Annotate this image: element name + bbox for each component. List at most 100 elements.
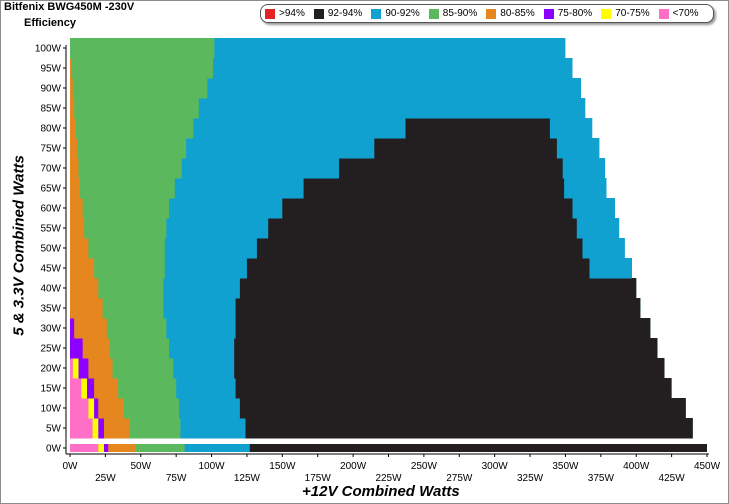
heat-cell-80-85 [70, 318, 107, 339]
x-tick-label: 75W [166, 473, 187, 484]
x-tick-label: 325W [517, 473, 544, 484]
y-tick-label: 100W [35, 44, 62, 55]
heat-cell-92-94 [282, 198, 573, 219]
heat-cell-80-85 [70, 258, 95, 279]
x-tick-label: 175W [305, 473, 332, 484]
heat-cell-80-85 [70, 298, 103, 319]
x-tick-label: 25W [95, 473, 116, 484]
x-tick-label: 0W [63, 461, 79, 472]
heat-cell-90-92 [70, 98, 586, 119]
x-tick-label: 275W [446, 473, 473, 484]
chart-title: Bitfenix BWG450M -230V [4, 1, 135, 13]
legend-swatch [601, 8, 612, 19]
heat-cell-92-94 [405, 118, 550, 139]
heat-cell-80-85 [70, 158, 79, 179]
x-tick-label: 200W [340, 461, 367, 472]
heat-cell-lt70 [70, 444, 99, 452]
x-tick-label: 50W [130, 461, 151, 472]
legend-label: 75-80% [557, 8, 593, 19]
legend-label: 92-94% [327, 8, 363, 19]
heat-cell-80-85 [70, 98, 75, 119]
x-tick-label: 225W [375, 473, 402, 484]
legend-swatch [543, 8, 554, 19]
legend-swatch [486, 8, 497, 19]
y-tick-label: 30W [40, 324, 61, 335]
heat-cell-80-85 [70, 78, 73, 99]
x-tick-label: 400W [623, 461, 650, 472]
y-tick-label: 0W [46, 444, 62, 455]
y-tick-label: 20W [40, 364, 61, 375]
y-tick-label: 95W [40, 64, 61, 75]
heat-cell-92-94 [249, 444, 708, 452]
heat-cell-75-80 [70, 318, 75, 339]
legend-label: <70% [672, 8, 699, 19]
legend-item: 70-75% [601, 8, 650, 19]
legend-item: 80-85% [486, 8, 535, 19]
chart-subtitle: Efficiency [24, 17, 76, 29]
legend-label: 80-85% [500, 8, 535, 19]
heat-cell-85-90 [70, 98, 199, 119]
y-tick-label: 35W [40, 304, 61, 315]
legend-item: <70% [658, 8, 699, 19]
heat-cell-92-94 [235, 318, 651, 339]
heat-cell-80-85 [70, 178, 80, 199]
y-tick-label: 80W [40, 124, 61, 135]
legend-label: 85-90% [442, 8, 478, 19]
heat-peak-92-94 [388, 124, 446, 180]
heat-cell-80-85 [70, 198, 83, 219]
legend-item: 85-90% [428, 8, 478, 19]
y-tick-label: 50W [40, 244, 61, 255]
x-tick-label: 125W [234, 473, 261, 484]
heat-cell-85-90 [70, 158, 182, 179]
heat-cell-lt70 [70, 378, 82, 399]
x-tick-label: 100W [198, 461, 225, 472]
x-tick-label: 425W [659, 473, 686, 484]
heat-cell-80-85 [70, 118, 76, 139]
y-axis-title: 5 & 3.3V Combined Watts [10, 155, 28, 336]
heat-cell-92-94 [339, 158, 563, 179]
legend-item: 92-94% [313, 8, 363, 19]
heat-cell-92-94 [303, 178, 565, 199]
y-tick-label: 10W [40, 404, 61, 415]
heat-cell-85-90 [70, 118, 194, 139]
heat-cell-80-85 [70, 58, 72, 79]
y-tick-label: 40W [40, 284, 61, 295]
heat-cell-92-94 [374, 138, 557, 159]
x-tick-label: 300W [482, 461, 509, 472]
legend-swatch [428, 8, 439, 19]
x-tick-label: 350W [552, 461, 579, 472]
heat-cell-70-75 [70, 358, 79, 379]
heat-cell-92-94 [256, 238, 583, 259]
heat-cell-85-90 [70, 238, 165, 259]
heat-cell-92-94 [245, 418, 693, 439]
heat-cell-92-94 [235, 378, 672, 399]
heat-cell-80-85 [70, 138, 78, 159]
heat-cell-75-80 [70, 338, 83, 359]
heat-cell-85-90 [70, 218, 167, 239]
heat-cell-80-85 [70, 218, 85, 239]
heat-cell-85-90 [70, 138, 187, 159]
heat-cell-92-94 [239, 398, 686, 419]
y-tick-label: 15W [40, 384, 61, 395]
legend-swatch [313, 8, 324, 19]
legend-label: 90-92% [385, 8, 420, 19]
heat-cell-lt70 [70, 418, 93, 439]
x-tick-label: 250W [411, 461, 438, 472]
heat-cell-85-90 [70, 58, 213, 79]
legend-label: 70-75% [615, 8, 650, 19]
y-tick-label: 65W [40, 184, 61, 195]
heat-cell-92-94 [246, 258, 590, 279]
x-tick-label: 375W [588, 473, 615, 484]
heat-cell-lt70 [70, 398, 89, 419]
y-tick-label: 90W [40, 84, 61, 95]
y-tick-label: 85W [40, 104, 61, 115]
y-tick-label: 60W [40, 204, 61, 215]
legend-item: 75-80% [543, 8, 593, 19]
heat-cell-85-90 [70, 38, 215, 59]
legend-item: >94% [265, 8, 305, 19]
y-tick-label: 45W [40, 264, 61, 275]
heat-cell-92-94 [239, 278, 637, 299]
legend-label: >94% [279, 8, 305, 19]
legend-swatch [371, 8, 382, 19]
